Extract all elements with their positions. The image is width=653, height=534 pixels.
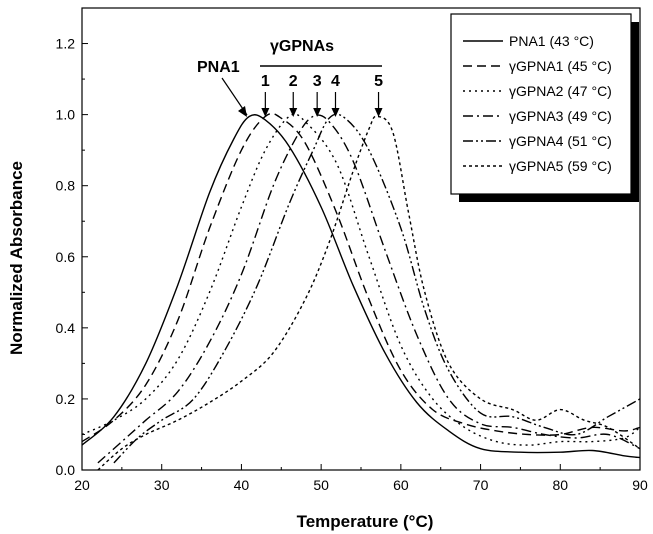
legend-label: γGPNA1 (45 °C) xyxy=(509,58,612,74)
series-line-1 xyxy=(81,112,641,443)
y-axis-title: Normalized Absorbance xyxy=(7,161,26,355)
x-tick-label: 30 xyxy=(154,477,170,493)
y-tick-label: 0.0 xyxy=(56,462,76,478)
x-tick-label: 40 xyxy=(234,477,250,493)
y-tick-label: 0.4 xyxy=(56,320,76,336)
series-line-0 xyxy=(81,114,641,459)
y-tick-label: 1.2 xyxy=(56,36,76,52)
x-tick-label: 50 xyxy=(313,477,329,493)
number-arrow-head xyxy=(313,108,322,117)
annotation-number: 5 xyxy=(374,73,383,90)
pna1-arrow-head xyxy=(238,106,247,117)
legend-label: PNA1 (43 °C) xyxy=(509,33,594,49)
annotation-number: 3 xyxy=(313,73,322,90)
series-line-5 xyxy=(97,115,641,471)
y-tick-label: 0.6 xyxy=(56,249,76,265)
axes: 20 30 40 50 60 70 80 90 0.0 0.2 0.4 0.6 0.8 1.0 1.2 xyxy=(56,7,648,493)
y-tick-label: 1.0 xyxy=(56,107,76,123)
legend-label: γGPNA2 (47 °C) xyxy=(509,83,612,99)
x-tick-label: 20 xyxy=(74,477,90,493)
annotation-number: 4 xyxy=(331,73,340,90)
number-arrow-head xyxy=(261,108,270,117)
series-line-4 xyxy=(113,113,641,464)
annotation-number: 2 xyxy=(289,73,298,90)
series-layer xyxy=(81,112,641,471)
annotation-pna1-label: PNA1 xyxy=(197,59,240,76)
series-line-3 xyxy=(97,114,641,464)
annotation-group-label: γGPNAs xyxy=(270,38,334,55)
number-arrow-head xyxy=(331,108,340,117)
number-arrow-head xyxy=(289,108,298,117)
legend-label: γGPNA4 (51 °C) xyxy=(509,133,612,149)
y-tick-label: 0.8 xyxy=(56,178,76,194)
y-tick-label: 0.2 xyxy=(56,391,76,407)
annotation-number: 1 xyxy=(261,73,270,90)
x-tick-label: 90 xyxy=(632,477,648,493)
legend: PNA1 (43 °C) γGPNA1 (45 °C) γGPNA2 (47 °C)… xyxy=(450,13,639,202)
x-tick-label: 60 xyxy=(393,477,409,493)
legend-label: γGPNA5 (59 °C) xyxy=(509,158,612,174)
number-arrow-head xyxy=(374,108,383,117)
legend-label: γGPNA3 (49 °C) xyxy=(509,108,612,124)
x-axis-title: Temperature (°C) xyxy=(297,512,434,531)
x-tick-label: 80 xyxy=(552,477,568,493)
x-tick-label: 70 xyxy=(473,477,489,493)
legend-box xyxy=(450,13,632,195)
